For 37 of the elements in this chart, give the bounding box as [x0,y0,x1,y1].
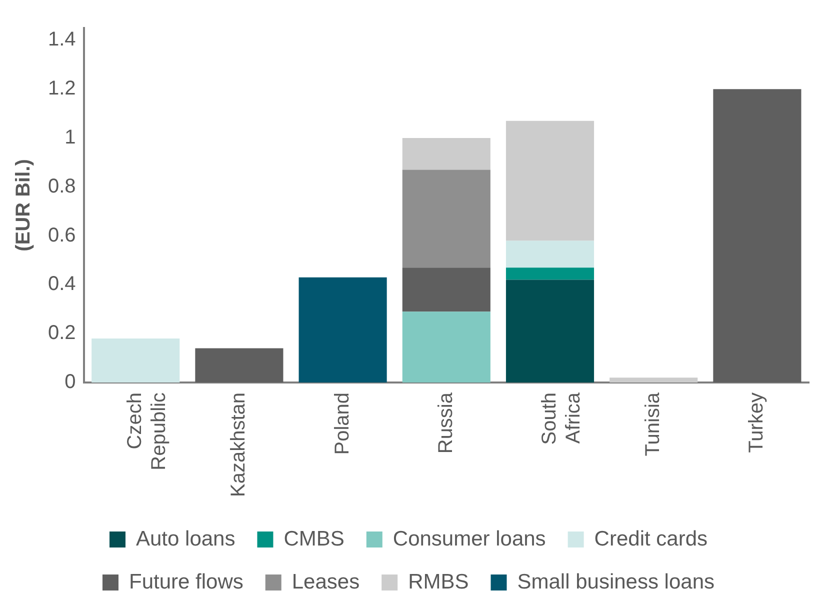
bar [402,170,490,268]
y-tick-label: 1 [64,126,76,149]
x-tick-label: Kazakhstan [228,392,250,498]
legend-label: Credit cards [594,527,708,550]
bar [402,268,490,312]
x-tick-label: Turkey [746,392,768,453]
bar [298,277,387,382]
bar [610,378,698,382]
y-tick-label: 1.4 [48,28,76,51]
bar [506,120,594,241]
x-tick-label: Czech Republic [124,392,170,470]
y-tick-label: 0.8 [48,175,76,198]
legend-label: Auto loans [136,527,236,550]
legend-label: Future flows [128,570,244,594]
y-tick-label: 1.2 [48,78,76,100]
y-axis-title: (EUR Bil.) [12,159,35,252]
x-tick-label: South Africa [538,392,585,445]
x-tick-label: Tunisia [642,392,664,456]
y-tick-label: 0.2 [48,322,76,344]
bar [713,89,802,382]
legend-label: Consumer loans [392,527,546,550]
legend-label: RMBS [408,570,469,594]
legend-label: CMBS [284,527,344,550]
x-tick-label: Poland [331,392,354,455]
bar [402,138,490,170]
bar [506,240,594,268]
y-tick-label: 0 [64,371,76,394]
legend-label: Leases [292,570,360,594]
bar [506,268,594,280]
bar [506,280,594,382]
y-tick-label: 0.6 [48,224,76,246]
y-tick-label: 0.4 [48,273,76,296]
bar [195,348,284,382]
bar [92,338,180,382]
legend-label: Small business loans [517,570,715,594]
bar [402,312,490,382]
x-tick-label: Russia [434,392,457,454]
